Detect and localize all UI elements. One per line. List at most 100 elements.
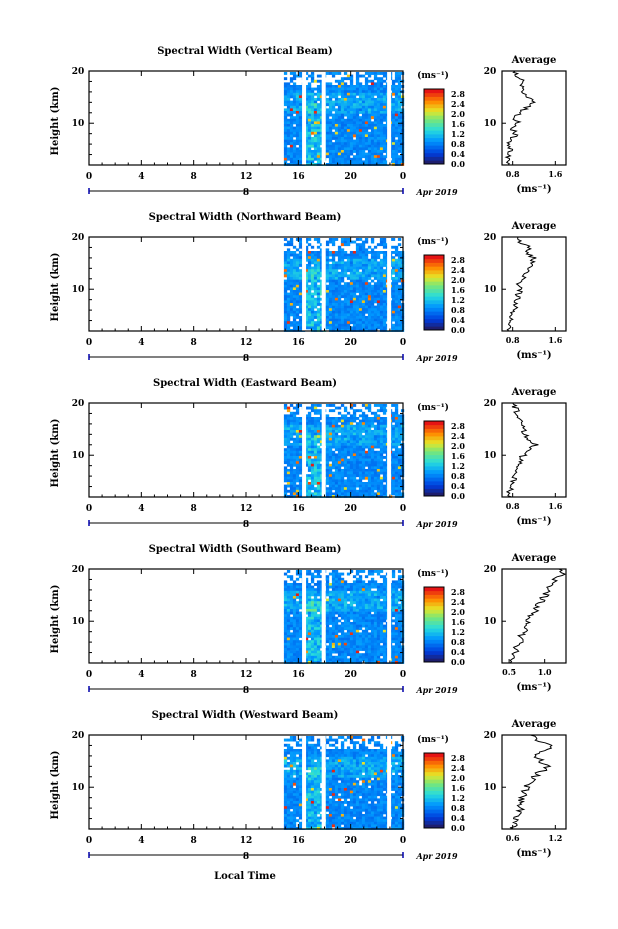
heatmap-cell: [373, 264, 378, 267]
heatmap-cell: [319, 87, 324, 91]
heatmap-cell: [298, 642, 303, 646]
heatmap-cell: [286, 113, 291, 117]
heatmap-cell: [310, 482, 315, 485]
heatmap-cell: [340, 144, 345, 148]
heatmap-cell: [331, 611, 336, 615]
heatmap-cell: [337, 150, 342, 153]
heatmap-cell: [298, 92, 303, 96]
heatmap-cell: [346, 316, 351, 319]
heatmap-cell: [352, 266, 357, 270]
heatmap-cell: [376, 409, 381, 413]
heatmap-cell: [313, 139, 318, 143]
heatmap-cell: [292, 430, 297, 433]
heatmap-cell: [379, 292, 384, 296]
heatmap-cell: [394, 150, 399, 153]
heatmap-cell: [352, 424, 357, 428]
heatmap-cell: [289, 139, 294, 143]
heatmap-cell: [361, 424, 366, 428]
heatmap-cell: [376, 251, 381, 254]
heatmap-cell: [367, 282, 372, 286]
heatmap-cell: [352, 598, 357, 602]
heatmap-cell: [334, 456, 339, 459]
heatmap-cell: [289, 287, 294, 291]
heatmap-cell: [349, 264, 354, 267]
heatmap-cell: [304, 284, 309, 288]
heatmap-cell: [304, 474, 309, 478]
heatmap-cell: [331, 147, 336, 151]
heatmap-cell: [316, 118, 321, 122]
heatmap-cell: [307, 113, 312, 117]
heatmap-cell: [358, 124, 363, 127]
heatmap-cell: [367, 271, 372, 275]
heatmap-cell: [364, 300, 369, 304]
heatmap-cell: [358, 297, 363, 301]
heatmap-cell: [367, 424, 372, 428]
profile-y-tick-label: 10: [484, 451, 497, 461]
heatmap-cell: [307, 645, 312, 649]
heatmap-cell: [337, 121, 342, 125]
heatmap-cell: [343, 492, 348, 496]
heatmap-cell: [310, 422, 315, 426]
heatmap-cell: [346, 642, 351, 646]
heatmap-cell: [346, 648, 351, 651]
heatmap-cell: [316, 616, 321, 620]
heatmap-cell: [307, 318, 312, 322]
heatmap-cell: [307, 570, 312, 573]
heatmap-cell: [361, 111, 366, 114]
heatmap-cell: [328, 619, 333, 623]
heatmap-cell: [394, 79, 399, 83]
heatmap-cell: [337, 85, 342, 88]
heatmap-cell: [298, 648, 303, 651]
heatmap-cell: [298, 282, 303, 286]
heatmap-cell: [349, 404, 354, 407]
profile-title: Average: [511, 387, 557, 398]
heatmap-cell: [373, 476, 378, 480]
heatmap-cell: [343, 98, 348, 101]
heatmap-cell: [292, 601, 297, 605]
heatmap-cell: [376, 430, 381, 433]
heatmap-cell: [337, 598, 342, 602]
heatmap-cell: [313, 305, 318, 309]
heatmap-cell: [349, 103, 354, 107]
heatmap-cell: [379, 445, 384, 449]
heatmap-cell: [349, 492, 354, 496]
heatmap-cell: [337, 118, 342, 122]
heatmap-cell: [349, 295, 354, 299]
heatmap-cell: [298, 269, 303, 273]
day-label: 8: [243, 520, 249, 530]
heatmap-cell: [355, 321, 360, 325]
heatmap-cell: [349, 583, 354, 586]
heatmap-cell: [379, 295, 384, 299]
heatmap-cell: [379, 108, 384, 112]
heatmap-cell: [361, 487, 366, 491]
heatmap-cell: [292, 95, 297, 99]
heatmap-cell: [307, 492, 312, 496]
heatmap-cell: [370, 323, 375, 327]
heatmap-cell: [319, 463, 324, 467]
profile-frame: [501, 70, 567, 166]
heatmap-cell: [334, 95, 339, 99]
heatmap-cell: [346, 603, 351, 607]
heatmap-cell: [352, 118, 357, 122]
heatmap-cell: [316, 308, 321, 312]
heatmap-cell: [325, 404, 330, 407]
heatmap-cell: [283, 658, 288, 662]
heatmap-cell: [325, 443, 330, 446]
heatmap-cell: [361, 300, 366, 304]
heatmap-cell: [325, 577, 330, 581]
heatmap-cell: [358, 303, 363, 306]
heatmap-cell: [370, 261, 375, 265]
heatmap-cell: [364, 100, 369, 104]
heatmap-cell: [316, 598, 321, 602]
heatmap-cell: [313, 422, 318, 426]
heatmap-cell: [397, 318, 402, 322]
heatmap-cell: [358, 85, 363, 88]
heatmap-cell: [379, 150, 384, 153]
heatmap-cell: [334, 108, 339, 112]
heatmap-cell: [337, 435, 342, 439]
heatmap-cell: [313, 147, 318, 151]
heatmap-cell: [310, 629, 315, 633]
heatmap-cell: [346, 417, 351, 420]
heatmap-cell: [295, 160, 300, 164]
heatmap-cell: [337, 318, 342, 322]
